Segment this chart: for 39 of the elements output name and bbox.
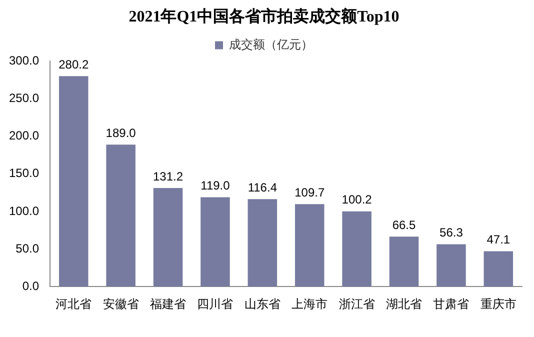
data-label: 66.5 — [392, 218, 416, 232]
data-label: 131.2 — [153, 169, 184, 184]
y-tick-label: 100.0 — [9, 204, 40, 218]
y-tick-label: 150.0 — [9, 166, 40, 180]
data-label: 100.2 — [342, 192, 372, 207]
y-tick-label: 0.0 — [22, 278, 40, 293]
x-tick-label: 重庆市 — [480, 297, 516, 312]
data-label: 189.0 — [106, 126, 136, 140]
data-label: 109.7 — [294, 185, 325, 200]
data-label: 116.4 — [248, 180, 278, 194]
bar — [342, 211, 372, 287]
bar — [294, 204, 324, 287]
data-label: 119.0 — [200, 178, 230, 193]
x-tick-label: 福建省 — [150, 297, 186, 312]
y-tick-label: 50.0 — [16, 241, 40, 256]
x-tick-label: 上海市 — [292, 297, 328, 312]
chart-title: 2021年Q1中国各省市拍卖成交额Top10 — [128, 6, 400, 26]
bar — [436, 244, 466, 287]
data-label: 56.3 — [440, 226, 464, 240]
data-label: 280.2 — [58, 57, 89, 72]
x-tick-label: 甘肃省 — [433, 297, 470, 312]
x-tick-label: 安徽省 — [102, 297, 139, 312]
x-tick-label: 浙江省 — [338, 297, 375, 312]
y-tick-label: 300.0 — [9, 54, 40, 68]
bar — [248, 199, 278, 287]
bar — [200, 197, 230, 287]
x-tick-label: 四川省 — [197, 297, 234, 312]
y-tick-label: 250.0 — [9, 91, 40, 106]
bar — [484, 251, 514, 287]
legend-label: 成交额（亿元） — [229, 38, 313, 52]
bar — [153, 188, 183, 287]
y-tick-label: 200.0 — [9, 128, 40, 143]
x-tick-label: 山东省 — [244, 297, 280, 312]
bar — [106, 144, 136, 287]
data-label: 47.1 — [486, 232, 510, 247]
bar — [389, 236, 419, 287]
x-tick-label: 湖北省 — [386, 297, 422, 312]
x-tick-label: 河北省 — [56, 297, 92, 312]
bar — [58, 76, 88, 287]
